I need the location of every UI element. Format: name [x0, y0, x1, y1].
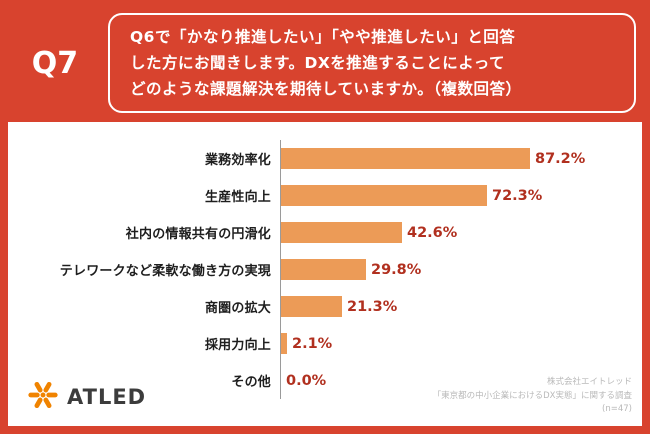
value-label: 2.1% [292, 335, 333, 352]
bar [281, 185, 487, 206]
chart-row: 採用力向上 2.1% [12, 325, 636, 362]
atled-logo: ATLED [26, 378, 146, 416]
atled-flower-icon [26, 378, 60, 416]
category-label: テレワークなど柔軟な働き方の実現 [59, 264, 271, 279]
chart-row: 社内の情報共有の円滑化 42.6% [12, 214, 636, 251]
source-line-2: 「東京都の中小企業におけるDX実態」に関する調査 [432, 390, 632, 401]
bar-area: 42.6% [280, 214, 636, 251]
bar-area: 21.3% [280, 288, 636, 325]
value-label: 29.8% [371, 261, 422, 278]
chart-row: 業務効率化 87.2% [12, 140, 636, 177]
chart-row: 商圏の拡大 21.3% [12, 288, 636, 325]
chart-row: 生産性向上 72.3% [12, 177, 636, 214]
bar [281, 259, 366, 280]
source-note: 株式会社エイトレッド 「東京都の中小企業におけるDX実態」に関する調査 (n=4… [433, 376, 632, 416]
chart-row: テレワークなど柔軟な働き方の実現 29.8% [12, 251, 636, 288]
category-label: 商圏の拡大 [204, 301, 271, 316]
bar [281, 333, 287, 354]
bar-area: 0.0% [280, 362, 636, 399]
bar-area: 29.8% [280, 251, 636, 288]
question-box: Q6で「かなり推進したい」「やや推進したい」と回答 した方にお聞きします。DXを… [108, 12, 636, 114]
bar-area: 2.1% [280, 325, 636, 362]
atled-logo-text: ATLED [67, 385, 147, 409]
value-label: 0.0% [286, 372, 327, 389]
question-line-3: どのような課題解決を期待していますか。（複数回答） [130, 80, 522, 99]
question-line-2: した方にお聞きします。DXを推進することによって [130, 53, 506, 72]
chart-panel: 業務効率化 87.2% 生産性向上 72.3% 社内の情報共有の円滑化 42.6% テレワー… [8, 122, 642, 426]
question-number: Q7 [31, 45, 79, 81]
category-label: その他 [231, 375, 271, 390]
category-label: 採用力向上 [204, 338, 271, 353]
source-line-3: (n=47) [602, 403, 632, 414]
category-label: 業務効率化 [204, 153, 271, 168]
bar-area: 87.2% [280, 140, 636, 177]
category-label: 社内の情報共有の円滑化 [125, 227, 271, 242]
value-label: 87.2% [535, 150, 586, 167]
question-line-1: Q6で「かなり推進したい」「やや推進したい」と回答 [130, 27, 516, 46]
header: Q7 Q6で「かなり推進したい」「やや推進したい」と回答 した方にお聞きします。… [0, 0, 650, 122]
value-label: 21.3% [347, 298, 398, 315]
bar [281, 296, 342, 317]
source-line-1: 株式会社エイトレッド [546, 377, 632, 388]
chart-row: その他 0.0% [12, 362, 636, 399]
bar [281, 222, 402, 243]
bar-area: 72.3% [280, 177, 636, 214]
value-label: 42.6% [407, 224, 458, 241]
bar-chart: 業務効率化 87.2% 生産性向上 72.3% 社内の情報共有の円滑化 42.6% テレワー… [12, 140, 636, 399]
value-label: 72.3% [492, 187, 543, 204]
bar [281, 148, 530, 169]
category-label: 生産性向上 [204, 190, 271, 205]
